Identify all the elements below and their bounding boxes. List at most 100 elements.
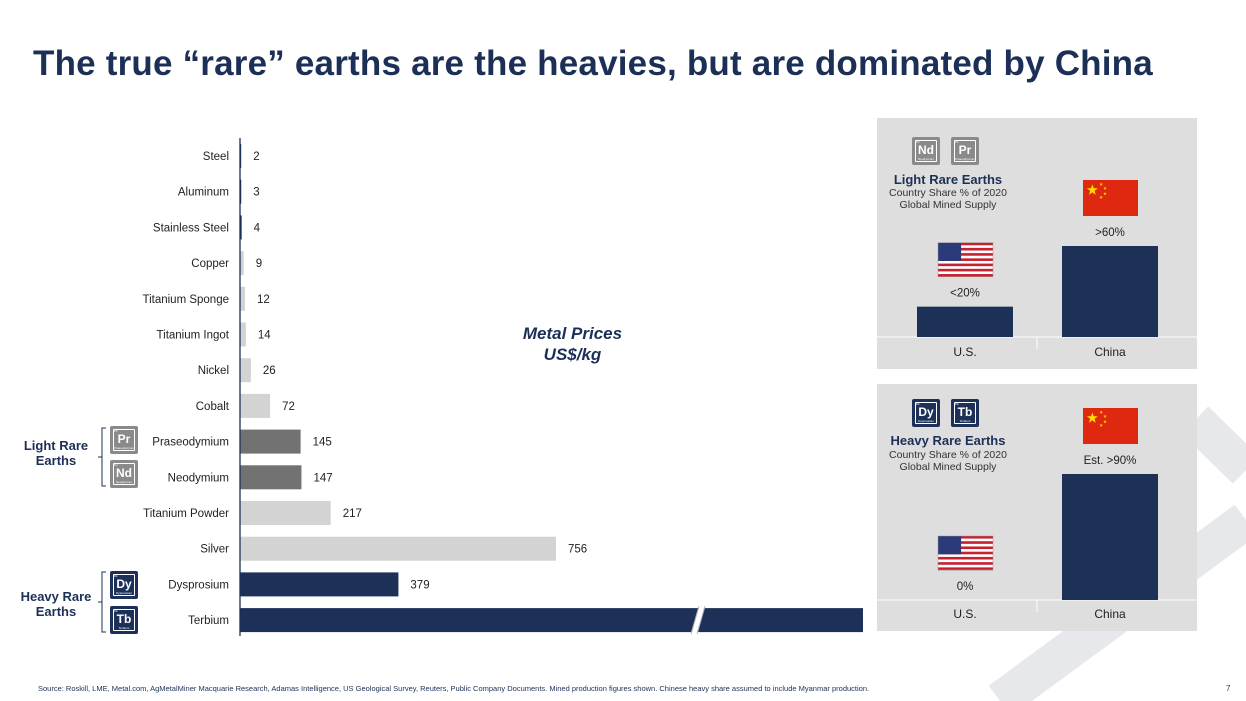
flag-canton	[938, 242, 962, 261]
panel-title: Heavy Rare Earths	[890, 433, 1006, 448]
chart-annotation-line1: Metal Prices	[522, 324, 623, 343]
light-rare-earths-group-label: Light Rare Earths	[12, 438, 100, 468]
flag-stripe	[938, 551, 993, 555]
category-label: Neodymium	[168, 472, 229, 484]
category-label: Copper	[191, 258, 229, 270]
axis-break-marker	[690, 605, 706, 635]
category-label: Nickel	[198, 365, 229, 377]
flag-stripe	[938, 253, 993, 256]
bar-nickel	[240, 358, 251, 383]
category-label: Silver	[200, 544, 229, 556]
dysprosium-tile: 66 Dy Dysprosium	[912, 399, 940, 427]
share-category-label: U.S.	[953, 345, 976, 359]
terbium-tile: 65 Tb Terbium	[110, 606, 138, 634]
flag-stripe	[938, 562, 993, 565]
flag-stripe	[938, 274, 993, 277]
flag-canton	[938, 536, 962, 555]
flag-field	[1083, 180, 1138, 216]
category-label: Titanium Powder	[143, 508, 229, 520]
category-label: Praseodymium	[152, 437, 229, 449]
tile-number: 59	[113, 428, 118, 433]
chart-annotation: Metal Prices US$/kg	[505, 323, 640, 365]
flag-stripe	[938, 271, 993, 275]
flag-star	[1103, 419, 1107, 424]
category-label: Cobalt	[196, 401, 230, 413]
category-label: Stainless Steel	[153, 222, 229, 234]
category-label: Titanium Ingot	[157, 330, 230, 342]
light-share-chart: <20% U.S. >60% China	[877, 180, 1197, 359]
flag-stripe	[938, 260, 993, 264]
value-label: 145	[313, 437, 332, 449]
tile-name: Praseodymium	[113, 446, 134, 450]
share-bar-china	[1062, 474, 1158, 600]
bar-copper	[240, 251, 244, 276]
value-label: 379	[410, 579, 429, 591]
tile-number: 65	[954, 401, 959, 406]
group-label-line2: Earths	[35, 453, 77, 468]
flag-stripe	[938, 549, 993, 552]
panel-title: Light Rare Earths	[893, 172, 1003, 187]
category-label: Terbium	[188, 615, 229, 627]
flag-star	[1103, 191, 1107, 196]
flag-stripe	[938, 546, 993, 550]
flag-stripe	[938, 556, 993, 560]
value-label: 12	[257, 294, 270, 306]
heavy-share-chart: 0% U.S. Est. >90% China	[877, 408, 1197, 621]
panel-subtitle: Country Share % of 2020 Global Mined Sup…	[889, 449, 1007, 473]
flag-stripe	[938, 567, 993, 571]
bar-titanium-powder	[240, 501, 331, 525]
flag-stripe	[938, 258, 993, 262]
page-number: 7	[1226, 684, 1231, 693]
tile-name: Neodymium	[917, 157, 934, 161]
light-rare-earths-panel: 60 Nd Neodymium 59 Pr Praseodymium Light Rar…	[877, 118, 1197, 369]
tile-name: Praseodymium	[954, 157, 975, 161]
tile-number: 59	[954, 139, 959, 144]
bar-silver	[240, 536, 556, 561]
value-label: 72	[282, 401, 295, 413]
flag-star	[1103, 414, 1107, 418]
tile-name: Terbium	[959, 419, 971, 423]
share-value-label: 0%	[957, 581, 974, 593]
tile-number: 60	[915, 139, 920, 144]
terbium-tile: 65 Tb Terbium	[951, 399, 979, 427]
value-label: 217	[343, 508, 362, 520]
flag-border	[937, 242, 994, 277]
tile-symbol: Dy	[918, 405, 934, 419]
flag-stripe	[938, 554, 993, 558]
praseodymium-tile: 59 Pr Praseodymium	[951, 137, 979, 165]
neodymium-tile: 60 Nd Neodymium	[912, 137, 940, 165]
share-value-label: Est. >90%	[1084, 455, 1137, 467]
share-value-label: >60%	[1095, 227, 1125, 239]
chart-annotation-line2: US$/kg	[543, 345, 602, 364]
flag-stripe	[938, 255, 993, 259]
flag-stripe	[938, 564, 993, 568]
flag-stripe	[938, 242, 993, 246]
share-category-label: China	[1094, 345, 1126, 359]
bar-neodymium	[240, 465, 302, 490]
china-flag-icon	[1083, 180, 1138, 216]
flag-stripe	[938, 543, 993, 547]
source-note: Source: Roskill, LME, Metal.com, AgMetal…	[38, 684, 870, 693]
value-label: 147	[313, 472, 332, 484]
share-category-label: U.S.	[953, 607, 976, 621]
dysprosium-tile: 66 Dy Dysprosium	[110, 571, 138, 599]
flag-border	[937, 535, 994, 571]
us-flag-icon	[937, 242, 994, 277]
tile-name: Terbium	[118, 626, 130, 630]
group-label-line1: Light Rare	[23, 438, 89, 453]
tile-number: 66	[113, 573, 118, 578]
category-label: Steel	[203, 151, 229, 163]
value-label: 14	[258, 330, 271, 342]
flag-stripe	[938, 538, 993, 542]
share-category-label: China	[1094, 607, 1126, 621]
tile-number: 60	[113, 462, 118, 467]
tile-symbol: Tb	[116, 612, 132, 626]
value-label: 2	[253, 151, 259, 163]
flag-field	[1083, 408, 1138, 444]
tile-symbol: Dy	[116, 577, 132, 591]
heavy-rare-earths-panel: 66 Dy Dysprosium 65 Tb Terbium Heavy Rare Ea…	[877, 384, 1197, 631]
bar-terbium	[240, 608, 863, 633]
group-label-line1: Heavy Rare	[20, 589, 92, 604]
tile-symbol: Tb	[957, 405, 973, 419]
flag-star	[1103, 186, 1107, 190]
